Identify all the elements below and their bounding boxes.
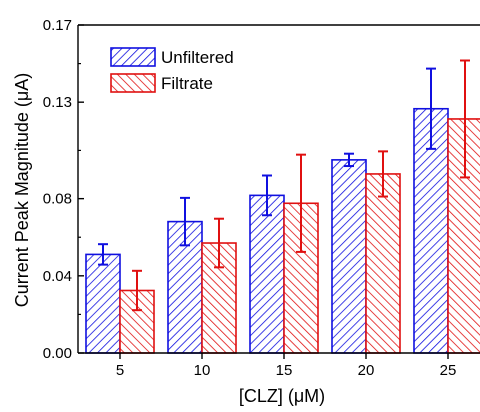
- bar-unfiltered-15: [249, 194, 285, 354]
- bar-unfiltered-5: [85, 253, 121, 354]
- y-tick-label: 0.04: [43, 268, 72, 285]
- y-tick-label: 0.00: [43, 345, 72, 362]
- x-tick-label: 20: [358, 362, 375, 379]
- y-axis-title: Current Peak Magnitude (μA): [12, 73, 32, 307]
- x-axis-title: [CLZ] (μM): [239, 386, 325, 406]
- y-tick-label: 0.08: [43, 191, 72, 208]
- y-tick-label: 0.13: [43, 94, 72, 111]
- bar-unfiltered-20: [331, 159, 367, 354]
- legend-label-filtrate: Filtrate: [161, 74, 213, 93]
- x-tick-label: 5: [116, 362, 124, 379]
- legend: Unfiltered Filtrate: [110, 47, 234, 93]
- plot-area: 0.00 0.04 0.08 0.13 0.17 5 10 15 20 25: [43, 17, 480, 379]
- legend-swatch-filtrate: [110, 73, 156, 93]
- y-tick-label: 0.17: [43, 17, 72, 34]
- x-tick-label: 10: [194, 362, 211, 379]
- legend-swatch-unfiltered: [110, 47, 156, 67]
- bar-filtrate-20: [365, 173, 401, 354]
- legend-label-unfiltered: Unfiltered: [161, 48, 234, 67]
- x-tick-label: 15: [276, 362, 293, 379]
- x-tick-label: 25: [440, 362, 457, 379]
